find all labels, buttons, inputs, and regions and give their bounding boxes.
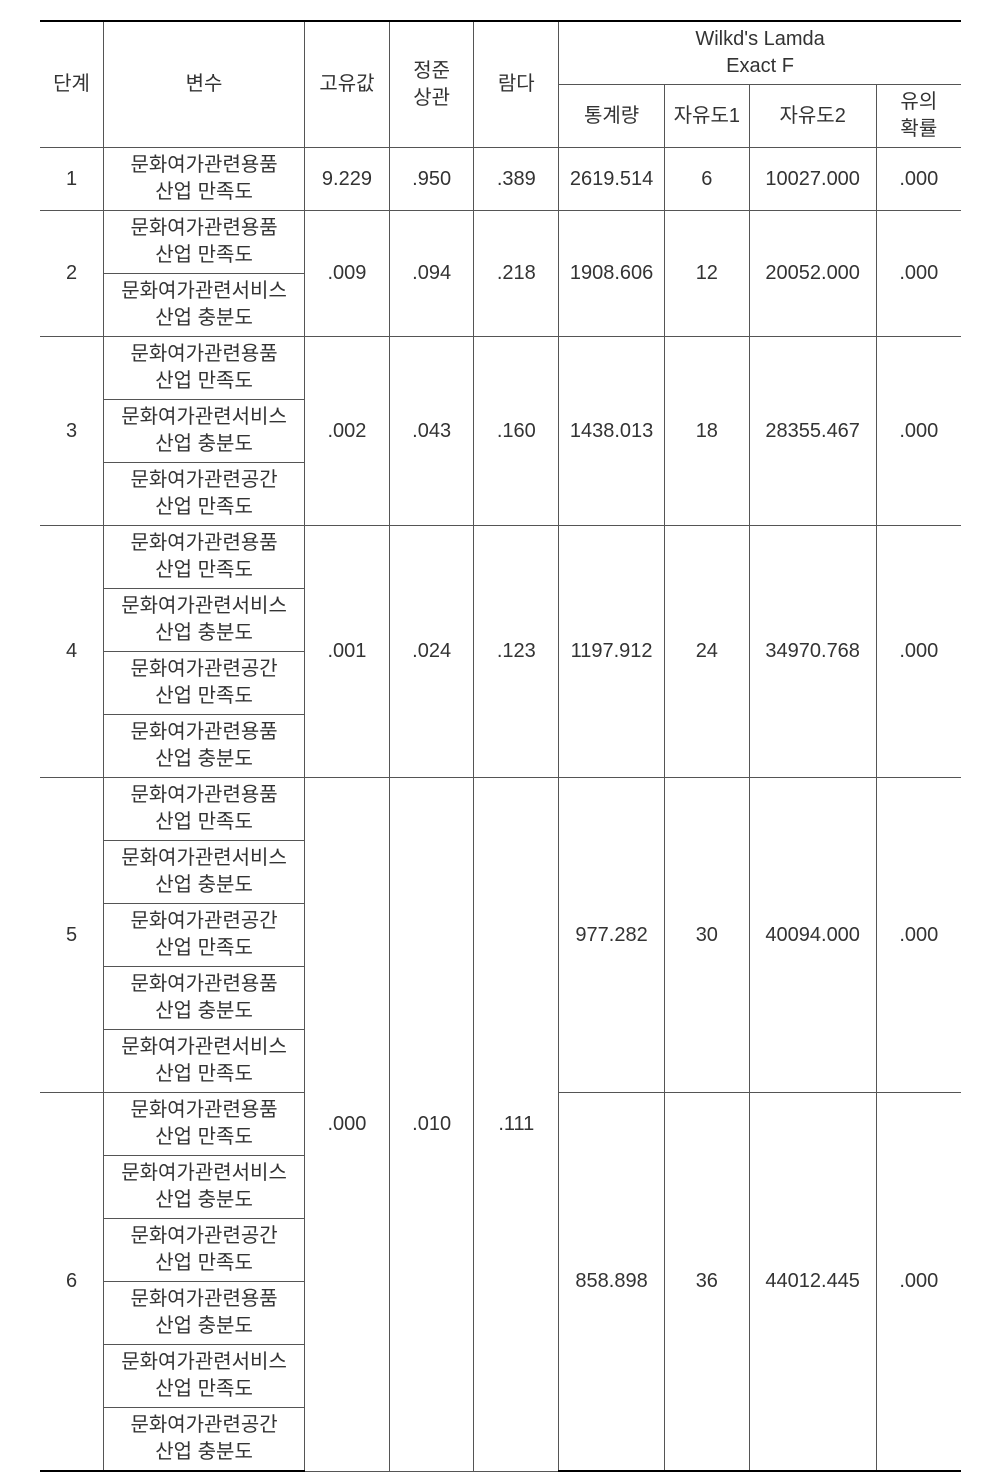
sig-cell: .000 [876,148,961,211]
variable-item: 문화여가관련용품 산업 충분도 [104,1281,304,1344]
table-row: 1문화여가관련용품 산업 만족도9.229.950.3892619.514610… [40,148,961,211]
variable-item: 문화여가관련용품 산업 충분도 [104,966,304,1029]
lamda-cell: .123 [474,526,559,778]
step-cell: 6 [40,1093,104,1472]
variable-item: 문화여가관련용품 산업 만족도 [104,211,304,273]
table-row: 5문화여가관련용품 산업 만족도문화여가관련서비스 산업 충분도문화여가관련공간… [40,778,961,1093]
stat-cell: 2619.514 [559,148,665,211]
stat-cell: 977.282 [559,778,665,1093]
eigen-cell: 9.229 [305,148,390,211]
variable-item: 문화여가관련공간 산업 만족도 [104,462,304,525]
df1-cell: 18 [664,337,749,526]
variable-cell: 문화여가관련용품 산업 만족도문화여가관련서비스 산업 충분도문화여가관련공간 … [104,1093,305,1472]
col-lamda-header: 람다 [474,21,559,148]
df1-cell: 30 [664,778,749,1093]
canon-cell: .950 [389,148,474,211]
variable-item: 문화여가관련용품 산업 만족도 [104,337,304,399]
variable-cell: 문화여가관련용품 산업 만족도문화여가관련서비스 산업 충분도문화여가관련공간 … [104,337,305,526]
variable-item: 문화여가관련공간 산업 만족도 [104,1218,304,1281]
df2-cell: 10027.000 [749,148,876,211]
sig-cell: .000 [876,337,961,526]
variable-cell: 문화여가관련용품 산업 만족도 [104,148,305,211]
variable-cell: 문화여가관련용품 산업 만족도문화여가관련서비스 산업 충분도문화여가관련공간 … [104,526,305,778]
col-wilks-header: Wilkd's Lamda [559,21,961,53]
stat-cell: 858.898 [559,1093,665,1472]
df2-cell: 40094.000 [749,778,876,1093]
variable-item: 문화여가관련서비스 산업 충분도 [104,1155,304,1218]
df1-cell: 36 [664,1093,749,1472]
lamda-cell: .389 [474,148,559,211]
variable-cell: 문화여가관련용품 산업 만족도문화여가관련서비스 산업 충분도 [104,211,305,337]
variable-item: 문화여가관련용품 산업 만족도 [104,148,304,210]
col-sig-header: 유의 확률 [876,85,961,148]
table-row: 2문화여가관련용품 산업 만족도문화여가관련서비스 산업 충분도.009.094… [40,211,961,337]
lamda-cell: .218 [474,211,559,337]
eigen-cell: .001 [305,526,390,778]
sig-cell: .000 [876,1093,961,1472]
stat-cell: 1197.912 [559,526,665,778]
step-cell: 1 [40,148,104,211]
sig-cell: .000 [876,778,961,1093]
df1-cell: 24 [664,526,749,778]
col-eigen-header: 고유값 [305,21,390,148]
canon-cell: .024 [389,526,474,778]
table-row: 4문화여가관련용품 산업 만족도문화여가관련서비스 산업 충분도문화여가관련공간… [40,526,961,778]
df1-cell: 6 [664,148,749,211]
stats-table: 단계 변수 고유값 정준 상관 람다 Wilkd's Lamda Exact F… [40,20,961,1472]
variable-item: 문화여가관련용품 산업 만족도 [104,1093,304,1155]
variable-item: 문화여가관련서비스 산업 만족도 [104,1344,304,1407]
df2-cell: 34970.768 [749,526,876,778]
col-var-header: 변수 [104,21,305,148]
lamda-cell: .160 [474,337,559,526]
sig-cell: .000 [876,526,961,778]
df1-cell: 12 [664,211,749,337]
variable-item: 문화여가관련서비스 산업 충분도 [104,840,304,903]
col-df1-header: 자유도1 [664,85,749,148]
canon-cell: .010 [389,778,474,1472]
canon-cell: .043 [389,337,474,526]
canon-cell: .094 [389,211,474,337]
variable-item: 문화여가관련서비스 산업 만족도 [104,1029,304,1092]
eigen-cell: .000 [305,778,390,1472]
col-step-header: 단계 [40,21,104,148]
lamda-cell: .111 [474,778,559,1472]
sig-cell: .000 [876,211,961,337]
stat-cell: 1438.013 [559,337,665,526]
step-cell: 2 [40,211,104,337]
col-stat-header: 통계량 [559,85,665,148]
variable-item: 문화여가관련서비스 산업 충분도 [104,399,304,462]
variable-item: 문화여가관련용품 산업 만족도 [104,526,304,588]
df2-cell: 20052.000 [749,211,876,337]
variable-cell: 문화여가관련용품 산업 만족도문화여가관련서비스 산업 충분도문화여가관련공간 … [104,778,305,1093]
col-df2-header: 자유도2 [749,85,876,148]
step-cell: 4 [40,526,104,778]
variable-item: 문화여가관련공간 산업 만족도 [104,651,304,714]
variable-item: 문화여가관련서비스 산업 충분도 [104,588,304,651]
col-exactf-header: Exact F [559,53,961,85]
header-row-1: 단계 변수 고유값 정준 상관 람다 Wilkd's Lamda [40,21,961,53]
step-cell: 5 [40,778,104,1093]
stat-cell: 1908.606 [559,211,665,337]
col-canon-header: 정준 상관 [389,21,474,148]
eigen-cell: .009 [305,211,390,337]
variable-item: 문화여가관련공간 산업 충분도 [104,1407,304,1470]
variable-item: 문화여가관련용품 산업 만족도 [104,778,304,840]
step-cell: 3 [40,337,104,526]
eigen-cell: .002 [305,337,390,526]
df2-cell: 28355.467 [749,337,876,526]
df2-cell: 44012.445 [749,1093,876,1472]
table-body: 1문화여가관련용품 산업 만족도9.229.950.3892619.514610… [40,148,961,1472]
variable-item: 문화여가관련서비스 산업 충분도 [104,273,304,336]
variable-item: 문화여가관련공간 산업 만족도 [104,903,304,966]
variable-item: 문화여가관련용품 산업 충분도 [104,714,304,777]
table-row: 3문화여가관련용품 산업 만족도문화여가관련서비스 산업 충분도문화여가관련공간… [40,337,961,526]
